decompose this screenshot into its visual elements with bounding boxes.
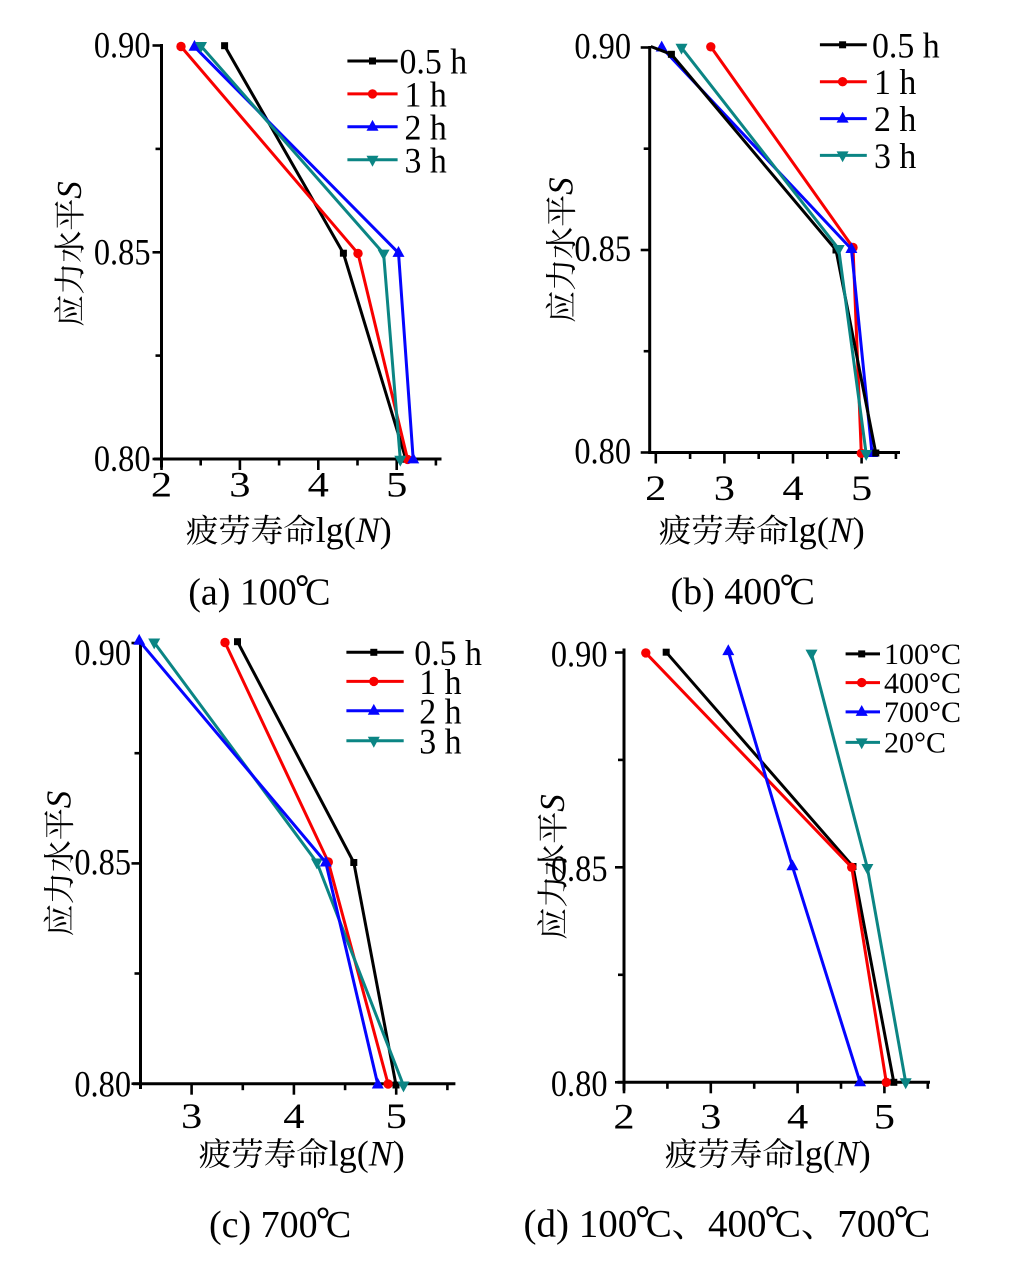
svg-text:5: 5 — [851, 468, 872, 508]
svg-text:3 h: 3 h — [405, 140, 447, 180]
svg-text:0.85: 0.85 — [94, 231, 151, 273]
svg-text:100: 100 — [579, 1203, 638, 1246]
svg-text:(a) 100: (a) 100 — [188, 572, 297, 614]
svg-text:1 h: 1 h — [405, 74, 447, 114]
svg-text:700: 700 — [837, 1203, 896, 1246]
svg-text:(c) 700: (c) 700 — [209, 1204, 318, 1246]
svg-text:N: N — [834, 1134, 861, 1174]
svg-text:100°C: 100°C — [884, 638, 961, 671]
svg-text:(b) 400: (b) 400 — [671, 571, 782, 613]
svg-text:C: C — [305, 572, 330, 614]
svg-text:0.90: 0.90 — [551, 634, 608, 676]
svg-text:2: 2 — [645, 468, 666, 508]
svg-text:C: C — [326, 1204, 351, 1246]
svg-text:0.80: 0.80 — [574, 431, 631, 473]
svg-text:0.90: 0.90 — [74, 632, 131, 674]
svg-text:3 h: 3 h — [874, 136, 916, 176]
svg-text:N: N — [368, 1134, 395, 1174]
svg-text:3: 3 — [714, 468, 735, 508]
svg-text:3: 3 — [700, 1096, 721, 1136]
svg-text:S: S — [50, 181, 89, 199]
svg-text:N: N — [355, 510, 382, 550]
svg-text:2 h: 2 h — [405, 107, 447, 147]
svg-text:S: S — [40, 791, 79, 809]
svg-text:S: S — [542, 177, 581, 195]
svg-text:3: 3 — [181, 1096, 202, 1136]
svg-text:0.80: 0.80 — [94, 438, 151, 480]
svg-text:5: 5 — [386, 465, 407, 505]
svg-text:C: C — [904, 1203, 930, 1246]
svg-text:lg(: lg( — [795, 1134, 835, 1174]
svg-text:3: 3 — [229, 465, 250, 505]
svg-text:4: 4 — [787, 1096, 809, 1136]
svg-text:C: C — [790, 571, 815, 613]
svg-text:2 h: 2 h — [419, 691, 461, 731]
svg-text:4: 4 — [782, 468, 804, 508]
svg-text:4: 4 — [308, 465, 330, 505]
svg-text:): ) — [853, 510, 865, 550]
svg-text:400: 400 — [708, 1203, 767, 1246]
svg-text:0.80: 0.80 — [551, 1063, 608, 1105]
svg-text:0.80: 0.80 — [74, 1064, 131, 1106]
svg-text:0.90: 0.90 — [94, 25, 151, 67]
svg-text:3 h: 3 h — [419, 721, 461, 761]
svg-text:2: 2 — [613, 1096, 634, 1136]
svg-text:5: 5 — [386, 1096, 407, 1136]
svg-text:0.5 h: 0.5 h — [400, 42, 468, 82]
svg-text:400°C: 400°C — [884, 667, 961, 700]
svg-text:C: C — [646, 1203, 672, 1246]
svg-text:700°C: 700°C — [884, 696, 961, 729]
svg-text:): ) — [859, 1134, 871, 1174]
svg-text:C: C — [775, 1203, 801, 1246]
svg-text:5: 5 — [874, 1096, 895, 1136]
svg-text:1 h: 1 h — [419, 662, 461, 702]
svg-text:): ) — [380, 510, 392, 550]
svg-text:0.85: 0.85 — [574, 228, 631, 270]
svg-text:): ) — [393, 1134, 405, 1174]
svg-text:lg(: lg( — [329, 1134, 369, 1174]
svg-text:S: S — [533, 794, 572, 812]
svg-text:4: 4 — [283, 1096, 305, 1136]
svg-text:0.85: 0.85 — [74, 841, 131, 883]
svg-text:1 h: 1 h — [874, 62, 916, 102]
svg-text:(d): (d) — [524, 1203, 569, 1246]
svg-text:lg(: lg( — [789, 510, 829, 550]
svg-text:0.5 h: 0.5 h — [872, 25, 940, 65]
svg-text:2 h: 2 h — [874, 99, 916, 139]
svg-text:0.5 h: 0.5 h — [414, 633, 482, 673]
svg-text:N: N — [828, 510, 855, 550]
svg-text:20°C: 20°C — [884, 727, 946, 760]
svg-text:0.90: 0.90 — [574, 26, 631, 68]
svg-text:2: 2 — [151, 465, 172, 505]
svg-text:lg(: lg( — [316, 510, 356, 550]
